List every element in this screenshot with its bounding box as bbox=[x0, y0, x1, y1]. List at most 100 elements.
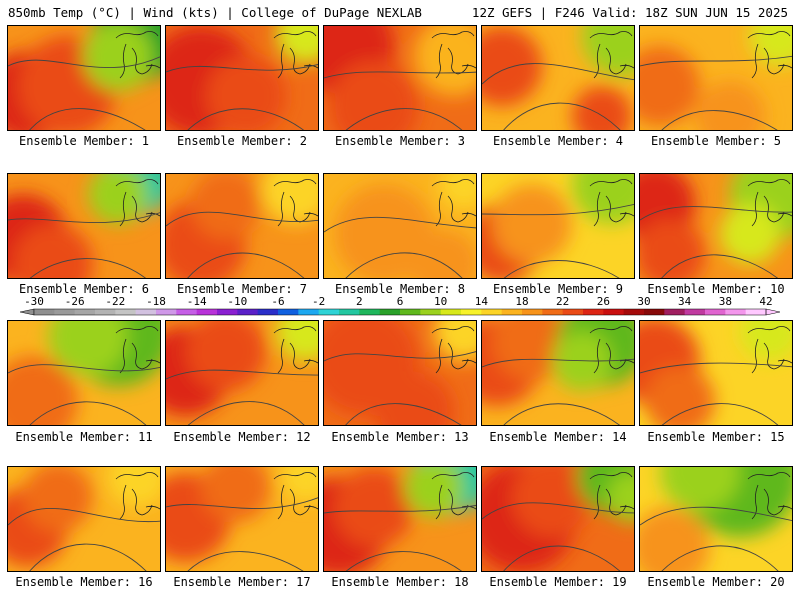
panel-label: Ensemble Member: 5 bbox=[650, 134, 782, 148]
ensemble-map bbox=[640, 26, 792, 130]
colorbar-swatch bbox=[664, 309, 686, 315]
colorbar-tick-label: 30 bbox=[637, 295, 650, 308]
panel-label: Ensemble Member: 11 bbox=[15, 430, 153, 444]
ensemble-map bbox=[640, 174, 792, 278]
panel-label: Ensemble Member: 9 bbox=[492, 282, 624, 296]
ensemble-panel-19 bbox=[481, 466, 635, 572]
colorbar-swatch bbox=[562, 309, 584, 315]
run-valid-time: 12Z GEFS | F246 Valid: 18Z SUN JUN 15 20… bbox=[471, 5, 788, 20]
ensemble-map bbox=[482, 467, 634, 571]
colorbar-swatch bbox=[420, 309, 442, 315]
ensemble-map bbox=[166, 174, 318, 278]
colorbar-arrow-right bbox=[765, 308, 781, 316]
ensemble-panel-5 bbox=[639, 25, 793, 131]
colorbar-tick-label: 34 bbox=[678, 295, 692, 308]
colorbar-tick-label: 10 bbox=[434, 295, 447, 308]
colorbar-tick-label: 22 bbox=[556, 295, 569, 308]
ensemble-panel-17 bbox=[165, 466, 319, 572]
colorbar-tick-label: -26 bbox=[65, 295, 85, 308]
panel-label: Ensemble Member: 12 bbox=[173, 430, 311, 444]
colorbar-swatch bbox=[318, 309, 340, 315]
ensemble-panel-4 bbox=[481, 25, 635, 131]
ensemble-map bbox=[640, 467, 792, 571]
panel-label: Ensemble Member: 17 bbox=[173, 575, 311, 589]
colorbar-swatch bbox=[623, 309, 645, 315]
colorbar-tick-label: 6 bbox=[397, 295, 404, 308]
panel-label: Ensemble Member: 8 bbox=[334, 282, 466, 296]
colorbar-swatch bbox=[684, 309, 706, 315]
panel-label: Ensemble Member: 10 bbox=[647, 282, 785, 296]
colorbar-swatch bbox=[278, 309, 299, 315]
colorbar-tick-label: 2 bbox=[356, 295, 363, 308]
colorbar-tick-label: -14 bbox=[187, 295, 207, 308]
panel-label: Ensemble Member: 18 bbox=[331, 575, 469, 589]
ensemble-panel-10 bbox=[639, 173, 793, 279]
ensemble-panel-15 bbox=[639, 320, 793, 426]
colorbar-tick-label: 14 bbox=[475, 295, 489, 308]
ensemble-panel-14 bbox=[481, 320, 635, 426]
panel-label: Ensemble Member: 16 bbox=[15, 575, 153, 589]
panel-label: Ensemble Member: 4 bbox=[492, 134, 624, 148]
colorbar-tick-label: 38 bbox=[719, 295, 732, 308]
ensemble-map bbox=[166, 321, 318, 425]
panel-label: Ensemble Member: 19 bbox=[489, 575, 627, 589]
colorbar-arrow-left bbox=[19, 308, 35, 316]
ensemble-map bbox=[482, 174, 634, 278]
panel-label: Ensemble Member: 3 bbox=[334, 134, 466, 148]
ensemble-map bbox=[8, 26, 160, 130]
ensemble-map bbox=[166, 467, 318, 571]
colorbar-swatch bbox=[481, 309, 503, 315]
colorbar-swatch bbox=[54, 309, 76, 315]
colorbar-swatch bbox=[34, 309, 55, 315]
ensemble-map bbox=[324, 321, 476, 425]
colorbar-swatch bbox=[644, 309, 665, 315]
ensemble-panel-6 bbox=[7, 173, 161, 279]
panel-label: Ensemble Member: 7 bbox=[176, 282, 308, 296]
colorbar-swatch bbox=[501, 309, 523, 315]
ensemble-panel-11 bbox=[7, 320, 161, 426]
colorbar-swatch bbox=[115, 309, 137, 315]
ensemble-panel-18 bbox=[323, 466, 477, 572]
ensemble-panel-16 bbox=[7, 466, 161, 572]
colorbar-swatch bbox=[257, 309, 279, 315]
colorbar-tick-label: -10 bbox=[227, 295, 247, 308]
ensemble-panel-8 bbox=[323, 173, 477, 279]
panel-label: Ensemble Member: 15 bbox=[647, 430, 785, 444]
colorbar-swatch bbox=[440, 309, 462, 315]
ensemble-map bbox=[324, 26, 476, 130]
ensemble-map bbox=[324, 467, 476, 571]
colorbar-tick-label: -30 bbox=[24, 295, 44, 308]
ensemble-panel-13 bbox=[323, 320, 477, 426]
ensemble-panel-2 bbox=[165, 25, 319, 131]
colorbar-swatch bbox=[379, 309, 401, 315]
colorbar-swatch bbox=[196, 309, 218, 315]
ensemble-map bbox=[640, 321, 792, 425]
ensemble-map bbox=[324, 174, 476, 278]
colorbar-tick-label: 26 bbox=[597, 295, 610, 308]
colorbar-swatch bbox=[135, 309, 157, 315]
panel-label: Ensemble Member: 13 bbox=[331, 430, 469, 444]
ensemble-map bbox=[8, 467, 160, 571]
colorbar-tick-label: 42 bbox=[759, 295, 772, 308]
colorbar-swatch bbox=[603, 309, 625, 315]
panel-label: Ensemble Member: 2 bbox=[176, 134, 308, 148]
colorbar-tick-label: -18 bbox=[146, 295, 166, 308]
temperature-colorbar: -30 -26 -22 -18 -14 -10 -6 -2 2 6 10 14 18 22 26 30 34 38… bbox=[19, 295, 781, 316]
ensemble-panel-1 bbox=[7, 25, 161, 131]
panel-label: Ensemble Member: 1 bbox=[18, 134, 150, 148]
colorbar-swatch bbox=[705, 309, 726, 315]
ensemble-panel-20 bbox=[639, 466, 793, 572]
colorbar-swatch bbox=[298, 309, 320, 315]
colorbar-tick-label: -6 bbox=[271, 295, 284, 308]
colorbar-swatch bbox=[725, 309, 747, 315]
colorbar-swatch bbox=[74, 309, 96, 315]
ensemble-map bbox=[8, 321, 160, 425]
ensemble-panel-9 bbox=[481, 173, 635, 279]
colorbar-swatch bbox=[461, 309, 482, 315]
colorbar-swatch bbox=[745, 309, 767, 315]
colorbar-tick-label: -2 bbox=[312, 295, 325, 308]
ensemble-map bbox=[166, 26, 318, 130]
panel-label: Ensemble Member: 6 bbox=[18, 282, 150, 296]
ensemble-map bbox=[8, 174, 160, 278]
colorbar-tick-label: 18 bbox=[515, 295, 528, 308]
